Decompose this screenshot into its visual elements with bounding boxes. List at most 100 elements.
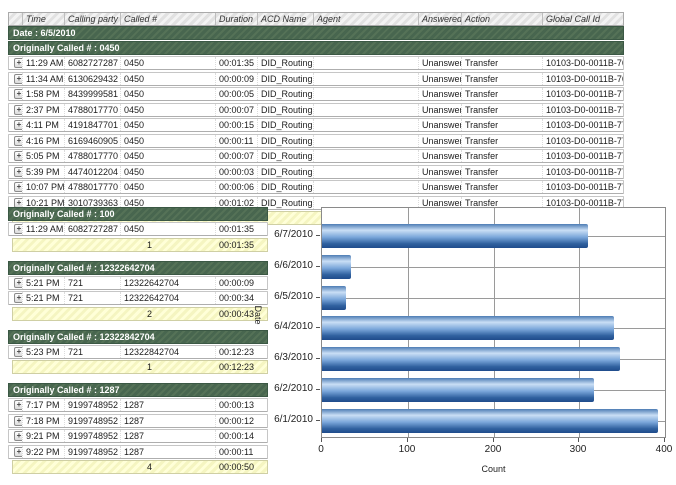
y-axis-label: 6/1/2010 — [274, 414, 313, 425]
cell-global-call-id: 10103-D0-0011B-770 — [546, 89, 623, 99]
cell-global-call-id: 10103-D0-0011B-774 — [546, 151, 623, 161]
table-row[interactable]: +11:29 AM 6082727287 0450 00:01:35 — [8, 222, 268, 236]
table-row[interactable]: +10:21 PM 3010739363 0450 00:01:02 DID_Routi… — [8, 195, 624, 210]
table-row[interactable]: +2:37 PM 4788017770 0450 00:00:07 DID_Routin… — [8, 102, 624, 117]
cell-time: 2:37 PM — [23, 103, 65, 116]
cell-action: Transfer — [462, 134, 543, 147]
cell-called: 1287 — [121, 399, 216, 411]
table-header: Time Calling party # Called # Duration ACD N… — [8, 12, 624, 26]
cell-calling-party: 3010739363 — [65, 196, 121, 209]
cell-action: Transfer — [462, 150, 543, 162]
cell-acd-name: DID_Routing — [258, 196, 314, 209]
cell-time: 11:29 AM — [23, 223, 65, 235]
cell-time: 9:21 PM — [23, 430, 65, 442]
cell-calling-party: 6082727287 — [65, 57, 121, 69]
chart-bar — [322, 224, 588, 248]
expander-icon[interactable]: + — [14, 89, 22, 99]
cell-expander: + — [9, 72, 23, 85]
table-row[interactable]: +4:11 PM 4191847701 0450 00:00:15 DID_Routin… — [8, 118, 624, 132]
cell-answered: Unanswered — [419, 57, 462, 69]
cell-agent — [314, 57, 419, 69]
cell-global-call-id: 10103-D0-0011B-773 — [546, 135, 623, 146]
cell-time: 5:23 PM — [23, 345, 65, 358]
table-row[interactable]: +11:29 AM 6082727287 0450 00:01:35 DID_Routi… — [8, 56, 624, 70]
expander-icon[interactable]: + — [14, 224, 22, 234]
table-row[interactable]: +9:21 PM 9199748952 1287 00:00:14 — [8, 429, 268, 443]
table-row[interactable]: +5:21 PM 721 12322642704 00:00:09 — [8, 275, 268, 290]
expander-icon[interactable]: + — [14, 197, 22, 208]
table-row[interactable]: +5:05 PM 4788017770 0450 00:00:07 DID_Routin… — [8, 149, 624, 163]
cell-action: Transfer — [462, 165, 543, 178]
cell-time: 7:18 PM — [23, 414, 65, 427]
y-axis-label: 6/7/2010 — [274, 229, 313, 240]
table-row[interactable]: +11:34 AM 6130629432 0450 00:00:09 DID_Routi… — [8, 71, 624, 86]
expander-icon[interactable]: + — [14, 58, 22, 68]
tick-mark — [316, 297, 320, 298]
expander-icon[interactable]: + — [14, 120, 22, 130]
expander-icon[interactable]: + — [14, 104, 22, 115]
column-header-action: Action — [462, 13, 543, 25]
group-band: Originally Called # : 1287 — [8, 383, 268, 397]
cell-expander: + — [9, 57, 23, 69]
cell-calling-party: 9199748952 — [65, 399, 121, 411]
table-row[interactable]: +5:39 PM 4474012204 0450 00:00:03 DID_Routin… — [8, 164, 624, 179]
column-header-agent: Agent — [314, 13, 419, 25]
table-row[interactable]: +5:23 PM 721 12322842704 00:12:23 — [8, 344, 268, 359]
cell-time: 9:22 PM — [23, 445, 65, 458]
table-row[interactable]: +1:58 PM 8439999581 0450 00:00:05 DID_Routin… — [8, 87, 624, 101]
expander-icon[interactable]: + — [14, 166, 22, 177]
expander-icon[interactable]: + — [14, 73, 22, 84]
cell-duration: 00:12:23 — [219, 346, 255, 357]
table-row[interactable]: +7:17 PM 9199748952 1287 00:00:13 — [8, 398, 268, 412]
table-row[interactable]: +7:18 PM 9199748952 1287 00:00:12 — [8, 413, 268, 428]
table-row[interactable]: +5:21 PM 721 12322642704 00:00:34 — [8, 291, 268, 305]
cell-expander: + — [9, 414, 23, 427]
group-band: Originally Called # : 12322642704 — [8, 260, 268, 275]
cell-called: 12322642704 — [121, 276, 216, 289]
summary-spacer — [13, 308, 23, 320]
summary-spacer — [13, 461, 23, 473]
summary-count: 1 — [147, 362, 153, 372]
cell-acd-name: DID_Routing — [258, 88, 314, 100]
expander-icon[interactable]: + — [14, 446, 22, 457]
cell-time: 11:29 AM — [23, 57, 65, 69]
cell-expander: + — [9, 445, 23, 458]
group-band: Originally Called # : 0450 — [8, 41, 624, 55]
chart-bar — [322, 286, 346, 310]
expander-icon[interactable]: + — [14, 182, 22, 192]
cell-answered: Unanswered — [419, 165, 462, 178]
group-summary: 1 00:12:23 — [12, 360, 268, 374]
column-header-called: Called # — [121, 13, 216, 25]
summary-spacer — [65, 361, 121, 373]
expander-icon[interactable]: + — [14, 415, 22, 426]
tick-mark — [316, 327, 320, 328]
cell-action: Transfer — [462, 119, 543, 131]
cell-global-call-id: 10103-D0-0011B-77E — [546, 182, 623, 192]
call-group: Originally Called # : 1287 +7:17 PM 919974… — [8, 383, 268, 474]
call-group: Originally Called # : 12322642704 +5:21 P… — [8, 260, 268, 321]
table-row[interactable]: +4:16 PM 6169460905 0450 00:00:11 DID_Routin… — [8, 133, 624, 148]
cell-expander: + — [9, 292, 23, 304]
cell-time: 5:05 PM — [23, 150, 65, 162]
cell-expander: + — [9, 134, 23, 147]
cell-duration: 00:00:11 — [219, 446, 254, 457]
x-axis-tick-label: 200 — [484, 444, 502, 455]
cell-duration: 00:00:34 — [219, 293, 255, 303]
cell-acd-name: DID_Routing — [258, 134, 314, 147]
expander-icon[interactable]: + — [14, 293, 22, 303]
cell-agent — [314, 150, 419, 162]
cell-expander: + — [9, 103, 23, 116]
expander-icon[interactable]: + — [14, 151, 22, 161]
expander-icon[interactable]: + — [14, 277, 22, 288]
date-band: Date : 6/5/2010 — [8, 26, 624, 40]
column-header-answered: Answered — [419, 13, 462, 25]
table-row[interactable]: +9:22 PM 9199748952 1287 00:00:11 — [8, 444, 268, 459]
expander-icon[interactable]: + — [14, 135, 22, 146]
expander-icon[interactable]: + — [14, 346, 22, 357]
cell-global-call-id: 10103-D0-0011B-76F — [546, 73, 623, 84]
table-row[interactable]: +10:07 PM 4788017770 0450 00:00:06 DID_Routi… — [8, 180, 624, 194]
cell-called: 0450 — [121, 196, 216, 209]
expander-icon[interactable]: + — [14, 400, 22, 410]
summary-duration: 00:12:23 — [219, 362, 255, 372]
expander-icon[interactable]: + — [14, 431, 22, 441]
